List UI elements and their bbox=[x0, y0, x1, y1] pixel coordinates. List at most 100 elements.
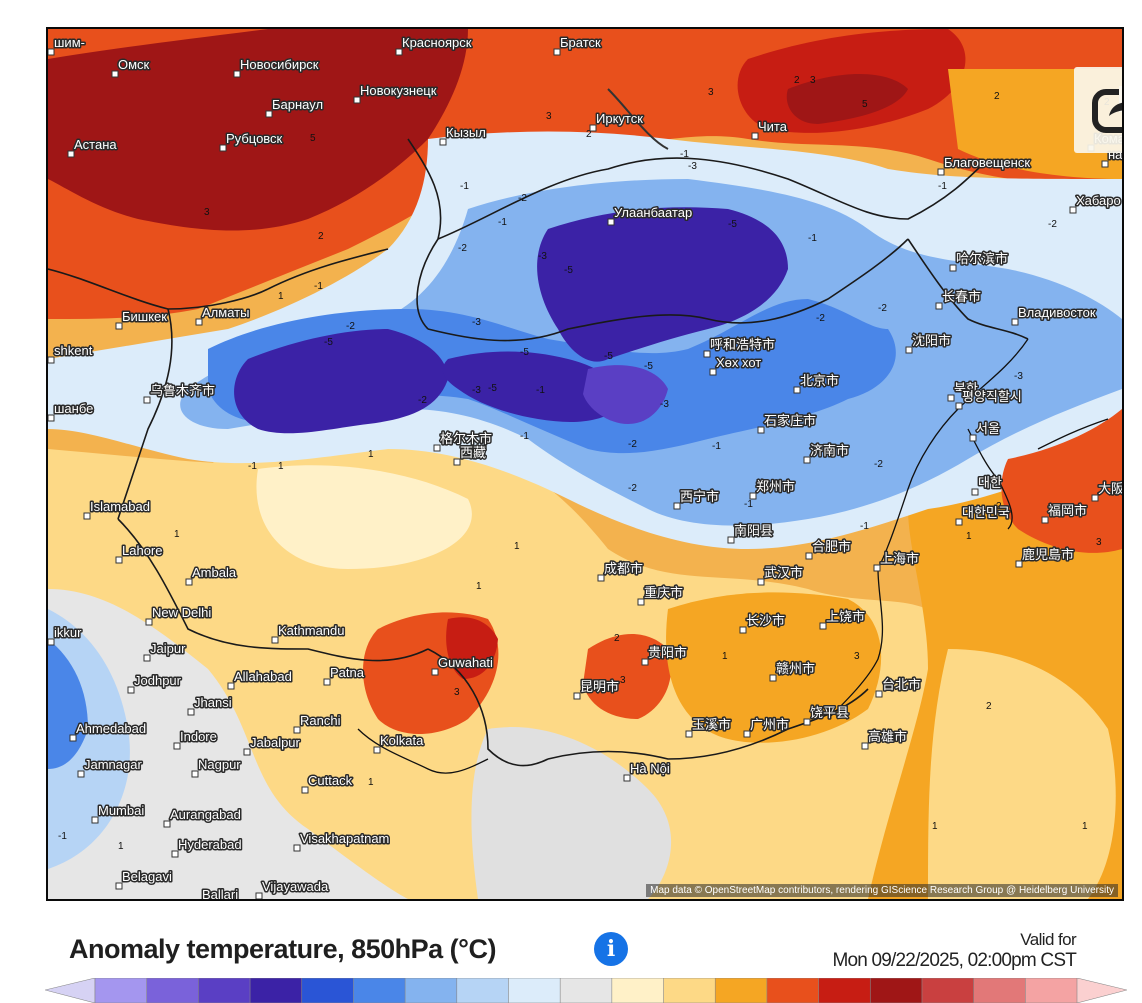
svg-text:1: 1 bbox=[932, 821, 938, 832]
place-label: Mumbai bbox=[98, 803, 144, 818]
svg-text:-5: -5 bbox=[520, 347, 529, 358]
svg-text:5: 5 bbox=[310, 133, 316, 144]
svg-text:1: 1 bbox=[368, 777, 374, 788]
svg-text:-5: -5 bbox=[644, 361, 653, 372]
svg-text:1: 1 bbox=[514, 541, 520, 552]
colorbar-swatch bbox=[508, 978, 561, 1003]
svg-text:2: 2 bbox=[614, 633, 620, 644]
svg-text:1: 1 bbox=[966, 531, 972, 542]
info-icon[interactable]: i bbox=[594, 932, 628, 966]
weather-map[interactable]: 2 3 5 3 2 3 2 2 3 2 5 -1 -2 -1 -1 -3 -3 … bbox=[46, 27, 1124, 901]
place-label: Владивосток bbox=[1018, 305, 1096, 320]
city-marker bbox=[48, 638, 55, 646]
place-label: Aurangabad bbox=[170, 807, 241, 822]
place-label: Братск bbox=[560, 35, 601, 50]
city-marker bbox=[1041, 516, 1049, 524]
place-label: 高雄市 bbox=[868, 729, 907, 744]
place-label: 贵阳市 bbox=[648, 645, 687, 660]
red-zone-yunnan bbox=[583, 634, 672, 719]
svg-text:1: 1 bbox=[722, 651, 728, 662]
city-marker bbox=[185, 578, 193, 586]
map-attribution: Map data © OpenStreetMap contributors, r… bbox=[646, 884, 1118, 897]
city-marker bbox=[271, 636, 279, 644]
colorbar-swatch bbox=[146, 978, 200, 1003]
city-marker bbox=[115, 556, 123, 564]
svg-text:1: 1 bbox=[278, 291, 284, 302]
temperature-anomaly-map[interactable]: 2 3 5 3 2 3 2 2 3 2 5 -1 -2 -1 -1 -3 -3 … bbox=[48, 29, 1122, 899]
place-label: 서울 bbox=[976, 421, 1000, 436]
svg-text:-5: -5 bbox=[324, 337, 333, 348]
colorbar-swatch bbox=[456, 978, 510, 1003]
city-marker bbox=[373, 746, 381, 754]
place-labels: шим- Омск Новосибирск Красноярск Братск Новок… bbox=[48, 34, 1122, 899]
place-label: 昆明市 bbox=[580, 679, 619, 694]
place-label: 郑州市 bbox=[756, 479, 795, 494]
place-label: Kathmandu bbox=[278, 623, 345, 638]
city-marker bbox=[83, 512, 91, 520]
city-marker bbox=[955, 518, 963, 526]
svg-text:-5: -5 bbox=[564, 265, 573, 276]
city-marker bbox=[453, 458, 461, 466]
place-label: 长沙市 bbox=[746, 613, 785, 628]
place-label: 台北市 bbox=[882, 677, 921, 692]
place-label: Nagpur bbox=[198, 757, 241, 772]
colorbar bbox=[45, 978, 1127, 1003]
place-label: Jabalpur bbox=[250, 735, 301, 750]
city-marker bbox=[187, 708, 195, 716]
place-label: Бишкек bbox=[122, 309, 167, 324]
valid-date: Mon 09/22/2025, 02:00pm CST bbox=[832, 950, 1076, 971]
svg-text:-1: -1 bbox=[808, 233, 817, 244]
place-label: New Delhi bbox=[152, 605, 211, 620]
svg-text:-1: -1 bbox=[536, 385, 545, 396]
place-label: Indore bbox=[180, 729, 217, 744]
svg-text:3: 3 bbox=[854, 651, 860, 662]
city-marker bbox=[301, 786, 309, 794]
legend-title: Anomaly temperature, 850hPa (°C) bbox=[69, 934, 496, 964]
svg-text:-2: -2 bbox=[346, 321, 355, 332]
svg-text:1: 1 bbox=[368, 449, 374, 460]
colorbar-swatch bbox=[404, 978, 458, 1003]
border-lines bbox=[48, 138, 1029, 767]
colorbar-swatch bbox=[353, 978, 406, 1003]
darkred-zone-assam bbox=[446, 617, 498, 679]
svg-text:-3: -3 bbox=[660, 399, 669, 410]
light-yellow-zone bbox=[256, 465, 472, 569]
svg-text:-2: -2 bbox=[458, 243, 467, 254]
city-marker bbox=[861, 742, 869, 750]
svg-text:-2: -2 bbox=[1048, 219, 1057, 230]
city-marker bbox=[637, 598, 645, 606]
city-marker bbox=[793, 386, 801, 394]
place-label: Благовещенск bbox=[944, 155, 1030, 170]
city-marker bbox=[955, 402, 963, 410]
colorbar-swatch bbox=[766, 978, 820, 1003]
place-label: Новосибирск bbox=[240, 57, 319, 72]
city-marker bbox=[751, 132, 759, 140]
orange-zone-japan bbox=[1001, 409, 1122, 553]
city-marker bbox=[703, 350, 711, 358]
place-label: Jodhpur bbox=[134, 673, 182, 688]
city-marker bbox=[171, 850, 179, 858]
svg-text:1: 1 bbox=[476, 581, 482, 592]
neutral-gray-zone-southwest bbox=[48, 589, 408, 899]
place-label: 上海市 bbox=[880, 551, 919, 566]
city-marker bbox=[623, 774, 631, 782]
city-marker bbox=[709, 368, 717, 376]
city-marker bbox=[143, 396, 151, 404]
colorbar-swatch bbox=[818, 978, 872, 1003]
city-marker bbox=[749, 492, 757, 500]
place-label: 玉溪市 bbox=[692, 717, 731, 732]
svg-text:-1: -1 bbox=[58, 831, 67, 842]
place-label: ikkur bbox=[54, 625, 82, 640]
city-marker bbox=[143, 654, 151, 662]
city-marker bbox=[195, 318, 203, 326]
colorbar-swatch bbox=[559, 978, 613, 1003]
city-marker bbox=[597, 574, 605, 582]
neutral-gray-zone-south bbox=[471, 727, 672, 899]
svg-text:-1: -1 bbox=[680, 149, 689, 160]
svg-text:-1: -1 bbox=[248, 461, 257, 472]
svg-text:1: 1 bbox=[1082, 821, 1088, 832]
place-label: 乌鲁木齐市 bbox=[150, 383, 215, 398]
share-button[interactable] bbox=[1074, 67, 1122, 153]
city-marker bbox=[935, 302, 943, 310]
purple-zone-inner-mongolia bbox=[442, 351, 621, 422]
